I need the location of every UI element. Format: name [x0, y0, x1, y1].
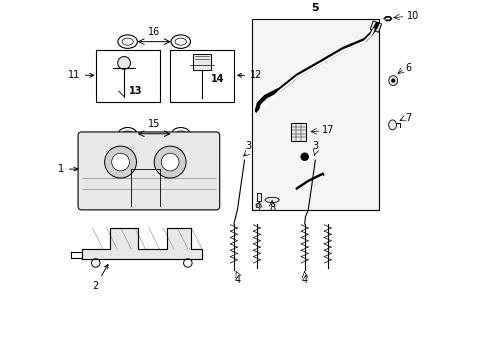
Text: 15: 15	[148, 120, 160, 130]
Circle shape	[118, 57, 130, 69]
Polygon shape	[81, 228, 202, 260]
Text: 4: 4	[301, 275, 307, 285]
Text: 3: 3	[312, 141, 318, 152]
FancyBboxPatch shape	[78, 132, 219, 210]
Circle shape	[91, 259, 100, 267]
FancyBboxPatch shape	[96, 50, 159, 102]
FancyBboxPatch shape	[170, 50, 233, 102]
Bar	[257, 193, 261, 201]
Text: 1: 1	[58, 164, 78, 174]
Text: 7: 7	[405, 113, 411, 123]
FancyBboxPatch shape	[251, 19, 378, 210]
Circle shape	[161, 153, 179, 171]
Circle shape	[301, 153, 307, 160]
Text: 8: 8	[268, 203, 275, 213]
Text: 6: 6	[405, 63, 411, 73]
Text: 14: 14	[210, 74, 224, 84]
Text: 17: 17	[322, 125, 334, 135]
Text: 3: 3	[244, 141, 251, 152]
Circle shape	[111, 153, 129, 171]
Text: 11: 11	[67, 70, 94, 80]
Circle shape	[390, 78, 395, 83]
Ellipse shape	[388, 76, 397, 86]
Bar	[369, 21, 381, 32]
Text: 10: 10	[407, 11, 419, 21]
Circle shape	[183, 259, 192, 267]
Circle shape	[154, 146, 186, 178]
Text: 2: 2	[92, 265, 108, 291]
Text: 9: 9	[254, 203, 260, 213]
Text: 16: 16	[148, 27, 160, 37]
Text: 4: 4	[234, 275, 240, 285]
Bar	[290, 123, 306, 141]
Text: 13: 13	[129, 86, 142, 96]
Ellipse shape	[388, 120, 396, 130]
Circle shape	[104, 146, 136, 178]
Bar	[193, 54, 210, 70]
Text: 5: 5	[311, 3, 319, 13]
Ellipse shape	[264, 197, 279, 203]
Text: 12: 12	[237, 70, 262, 80]
